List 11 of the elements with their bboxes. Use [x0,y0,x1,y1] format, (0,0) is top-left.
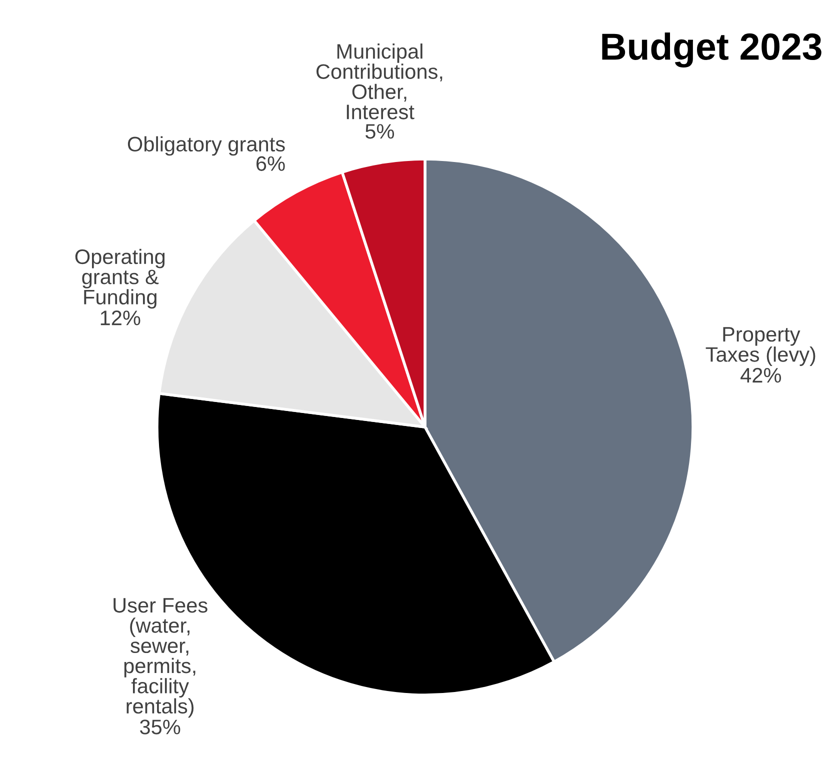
data-label: 6% [256,156,285,171]
slice-label: Obligatory grants [128,136,285,156]
slice-label: Operating grants & Funding [75,248,165,309]
chart-title: Budget 2023 [602,32,822,68]
data-label: 35% [140,720,180,734]
data-label: 42% [740,368,782,383]
slice-label: Property Taxes (levy) [706,327,816,366]
data-label: 5% [366,124,394,139]
data-label: 12% [100,310,140,326]
slice-label: Municipal Contributions, Other, Interest [316,43,442,120]
slice-label: User Fees (water, sewer, permits, facility rentals) [114,598,208,718]
